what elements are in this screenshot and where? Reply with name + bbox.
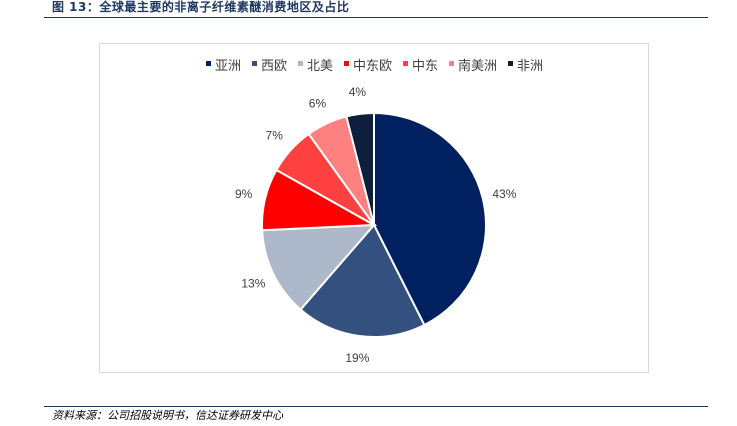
- pie-label-4: 9%: [235, 187, 253, 201]
- legend-label: 中东欧: [353, 59, 392, 74]
- legend-label: 非洲: [517, 59, 543, 74]
- legend-swatch: [508, 61, 513, 66]
- pie-label-2: 19%: [345, 351, 369, 365]
- legend-item-6: 南美洲: [449, 58, 497, 74]
- pie-slice-1: [373, 111, 487, 327]
- legend-swatch: [403, 61, 408, 66]
- legend-swatch: [449, 61, 454, 66]
- source-divider: [44, 406, 708, 407]
- legend-item-4: 中东欧: [344, 59, 392, 74]
- legend-label: 南美洲: [458, 58, 497, 74]
- figure-title: 图 13：全球最主要的非离子纤维素醚消费地区及占比: [52, 0, 350, 14]
- chart-legend: 亚洲 西欧 北美 中东欧 中东 南美洲 非洲: [206, 58, 543, 74]
- pie-slice-3: [261, 223, 377, 311]
- legend-label: 中东: [412, 59, 438, 74]
- pie-label-3: 13%: [241, 276, 265, 290]
- legend-swatch: [298, 61, 303, 66]
- pie-label-1: 43%: [492, 187, 516, 201]
- legend-item-7: 非洲: [508, 59, 543, 74]
- legend-swatch: [344, 61, 349, 66]
- pie-data-labels: 43% 19% 13% 9% 7% 6% 4%: [235, 85, 517, 365]
- legend-label: 亚洲: [215, 59, 241, 74]
- legend-item-3: 北美: [298, 59, 333, 74]
- legend-item-5: 中东: [403, 59, 438, 74]
- pie-label-6: 6%: [309, 97, 327, 111]
- legend-swatch: [206, 61, 211, 66]
- legend-item-2: 西欧: [252, 59, 287, 74]
- legend-label: 西欧: [261, 59, 287, 74]
- legend-item-1: 亚洲: [206, 59, 241, 74]
- pie-slice-2: [299, 223, 426, 338]
- pie-label-7: 4%: [349, 85, 367, 99]
- pie-slice-7: [345, 111, 375, 226]
- legend-label: 北美: [307, 59, 333, 74]
- legend-swatch: [252, 61, 257, 66]
- title-divider: [44, 17, 708, 18]
- pie-slices: [261, 111, 487, 338]
- source-note: 资料来源：公司招股说明书，信达证券研发中心: [52, 409, 283, 422]
- pie-label-5: 7%: [266, 129, 284, 143]
